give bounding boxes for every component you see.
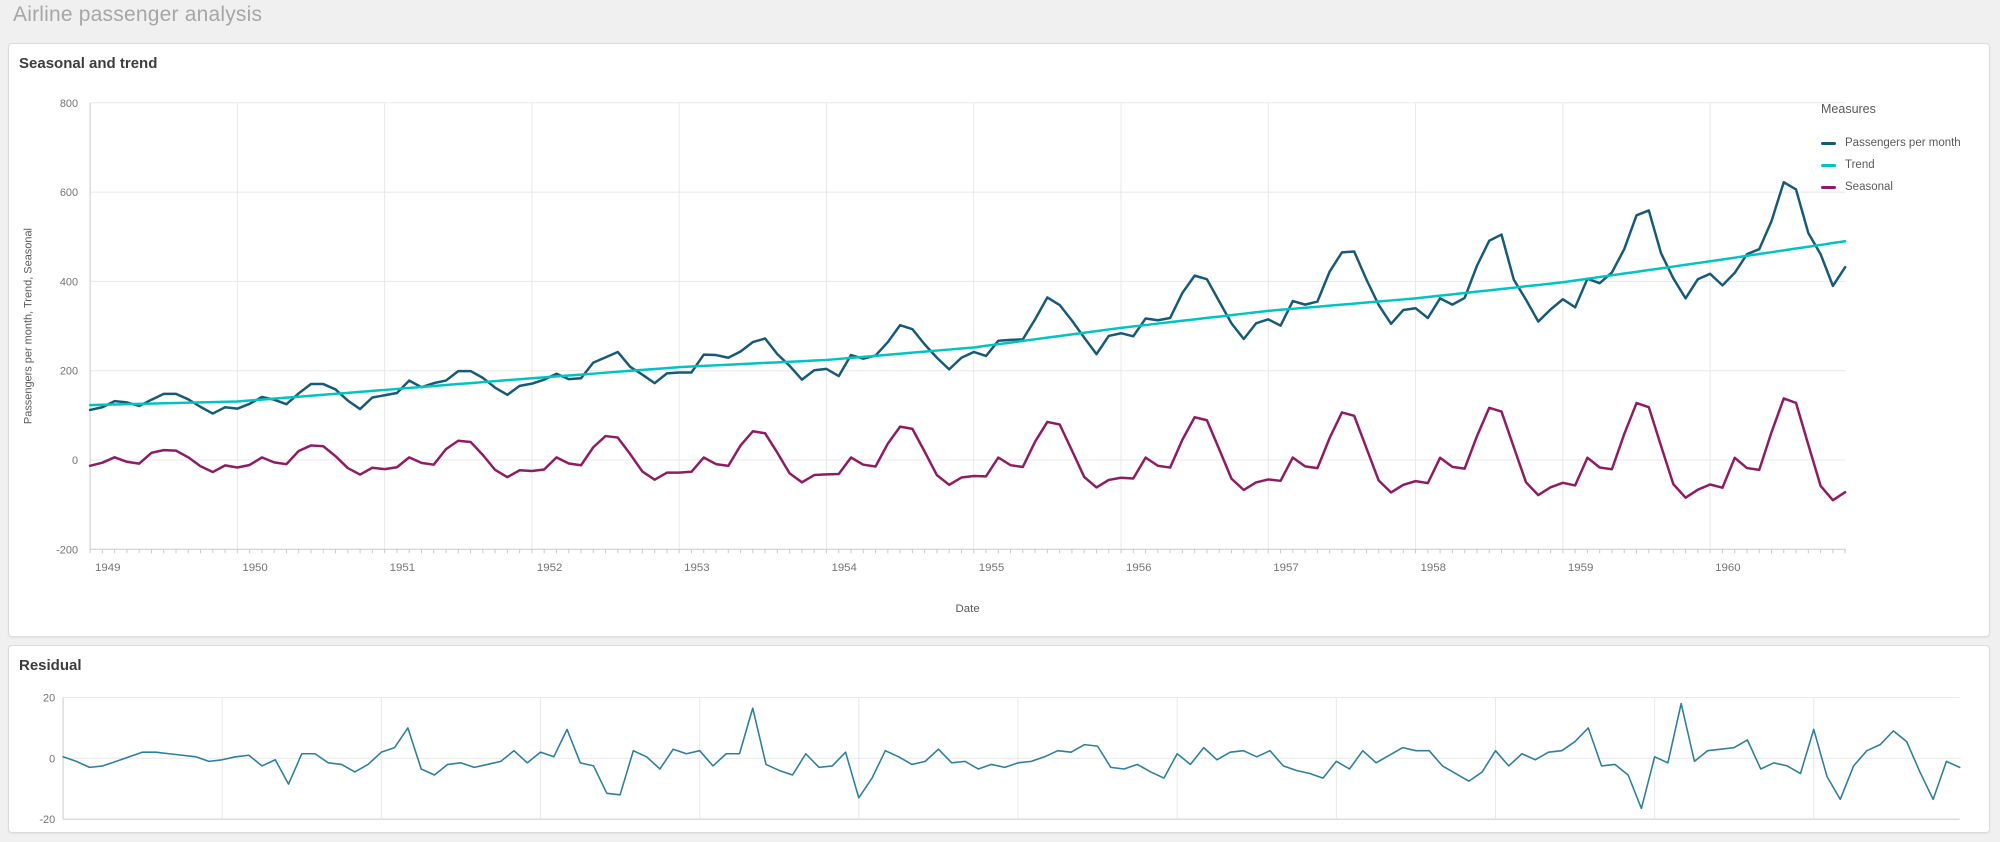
y-tick-label: 0 xyxy=(72,455,78,467)
x-tick-label: 1960 xyxy=(1715,562,1740,574)
x-tick-label: 1952 xyxy=(537,562,562,574)
page-title: Airline passenger analysis xyxy=(13,3,263,26)
seasonal-line-swatch-icon xyxy=(1821,185,1836,189)
legend-label-passengers-per-month: Passengers per month xyxy=(1845,137,1961,149)
residual-panel: Residual -20 0 20 xyxy=(8,645,1990,833)
x-tick-label: 1954 xyxy=(831,562,857,574)
seasonal-and-trend-title: Seasonal and trend xyxy=(19,55,158,72)
y-tick-label: 20 xyxy=(43,692,55,704)
y-tick-label: -200 xyxy=(56,544,78,556)
legend-item-trend[interactable]: Trend xyxy=(1821,154,1961,176)
residual-title: Residual xyxy=(19,657,82,674)
legend-label-seasonal: Seasonal xyxy=(1845,181,1893,193)
x-tick-label: 1957 xyxy=(1273,562,1298,574)
x-tick-label: 1958 xyxy=(1421,562,1446,574)
passengers-line-swatch-icon xyxy=(1821,141,1836,145)
x-tick-label: 1949 xyxy=(95,562,120,574)
y-tick-label: 800 xyxy=(60,98,78,110)
legend-item-seasonal[interactable]: Seasonal xyxy=(1821,176,1961,198)
x-tick-label: 1956 xyxy=(1126,562,1151,574)
trend-line-swatch-icon xyxy=(1821,163,1836,167)
series-line-seasonal xyxy=(88,397,1847,502)
measures-legend: Measures Passengers per month Trend Seas… xyxy=(1821,102,1961,198)
series-line-passengers-per-month xyxy=(88,180,1847,415)
x-tick-label: 1950 xyxy=(242,562,267,574)
legend-item-passengers-per-month[interactable]: Passengers per month xyxy=(1821,132,1961,154)
x-tick-label: 1959 xyxy=(1568,562,1593,574)
y-tick-label: 400 xyxy=(60,276,78,288)
legend-title: Measures xyxy=(1821,102,1876,116)
seasonal-and-trend-panel: Seasonal and trend -200 0 200 400 600 800 1949… xyxy=(8,43,1990,637)
x-tick-label: 1951 xyxy=(390,562,415,574)
series-line-residual xyxy=(62,702,1961,810)
seasonal-and-trend-chart[interactable]: -200 0 200 400 600 800 1949 1950 1951 1952 1953 195… xyxy=(9,44,1989,636)
x-tick-label: 1953 xyxy=(684,562,709,574)
series-line-trend xyxy=(88,239,1847,407)
y-axis-title: Passengers per month, Trend, Seasonal xyxy=(22,228,34,424)
x-tick-label: 1955 xyxy=(979,562,1004,574)
x-axis-title: Date xyxy=(956,603,980,615)
residual-chart[interactable]: -20 0 20 xyxy=(9,646,1989,832)
y-tick-label: 600 xyxy=(60,187,78,199)
y-tick-label: -20 xyxy=(39,814,55,826)
y-tick-label: 0 xyxy=(49,753,55,765)
legend-label-trend: Trend xyxy=(1845,159,1875,171)
y-tick-label: 200 xyxy=(60,366,78,378)
